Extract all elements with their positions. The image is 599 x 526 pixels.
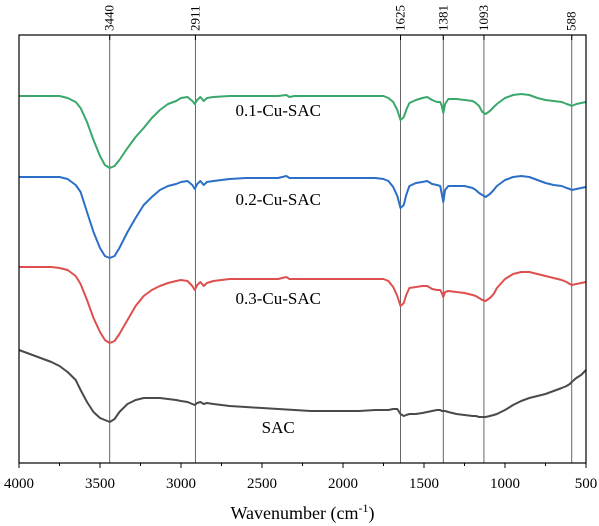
peak-label-2911: 2911 [187,5,202,31]
x-axis-label-close: ) [369,503,375,524]
series-label-0.2-Cu-SAC: 0.2-Cu-SAC [235,190,320,209]
x-axis-ticks: 4000 3500 3000 2500 2000 1500 1000 500 [4,463,597,492]
series-lines [18,93,587,423]
series-label-0.3-Cu-SAC: 0.3-Cu-SAC [235,289,320,308]
peak-label-588: 588 [564,12,579,32]
x-tick-label-1500: 1500 [409,476,439,492]
series-labels: 0.1-Cu-SAC 0.2-Cu-SAC 0.3-Cu-SAC SAC [235,101,320,437]
x-tick-label-2000: 2000 [328,476,358,492]
x-axis-label-main: Wavenumber (cm [231,503,359,524]
peak-label-1093: 1093 [476,5,491,31]
series-line-0.3-Cu-SAC [19,266,587,344]
x-tick-label-1000: 1000 [490,476,520,492]
plot-frame [18,34,587,464]
peak-labels: 3440 2911 1625 1381 1093 588 [102,5,579,31]
x-tick-label-500: 500 [575,476,598,492]
x-axis-label: Wavenumber (cm-1) [231,501,375,524]
x-tick-label-3500: 3500 [85,476,115,492]
peak-label-3440: 3440 [102,5,117,31]
x-tick-label-2500: 2500 [247,476,277,492]
series-label-0.1-Cu-SAC: 0.1-Cu-SAC [235,101,320,120]
x-axis-label-superscript: -1 [359,501,369,515]
top-axis-ticks [109,35,573,40]
x-tick-label-3000: 3000 [166,476,196,492]
series-line-SAC [18,349,587,423]
peak-label-1625: 1625 [393,5,408,31]
series-line-0.2-Cu-SAC [19,175,587,259]
x-tick-label-4000: 4000 [4,476,34,492]
series-line-0.1-Cu-SAC [19,93,587,169]
peak-label-1381: 1381 [435,5,450,31]
series-label-SAC: SAC [262,418,295,437]
